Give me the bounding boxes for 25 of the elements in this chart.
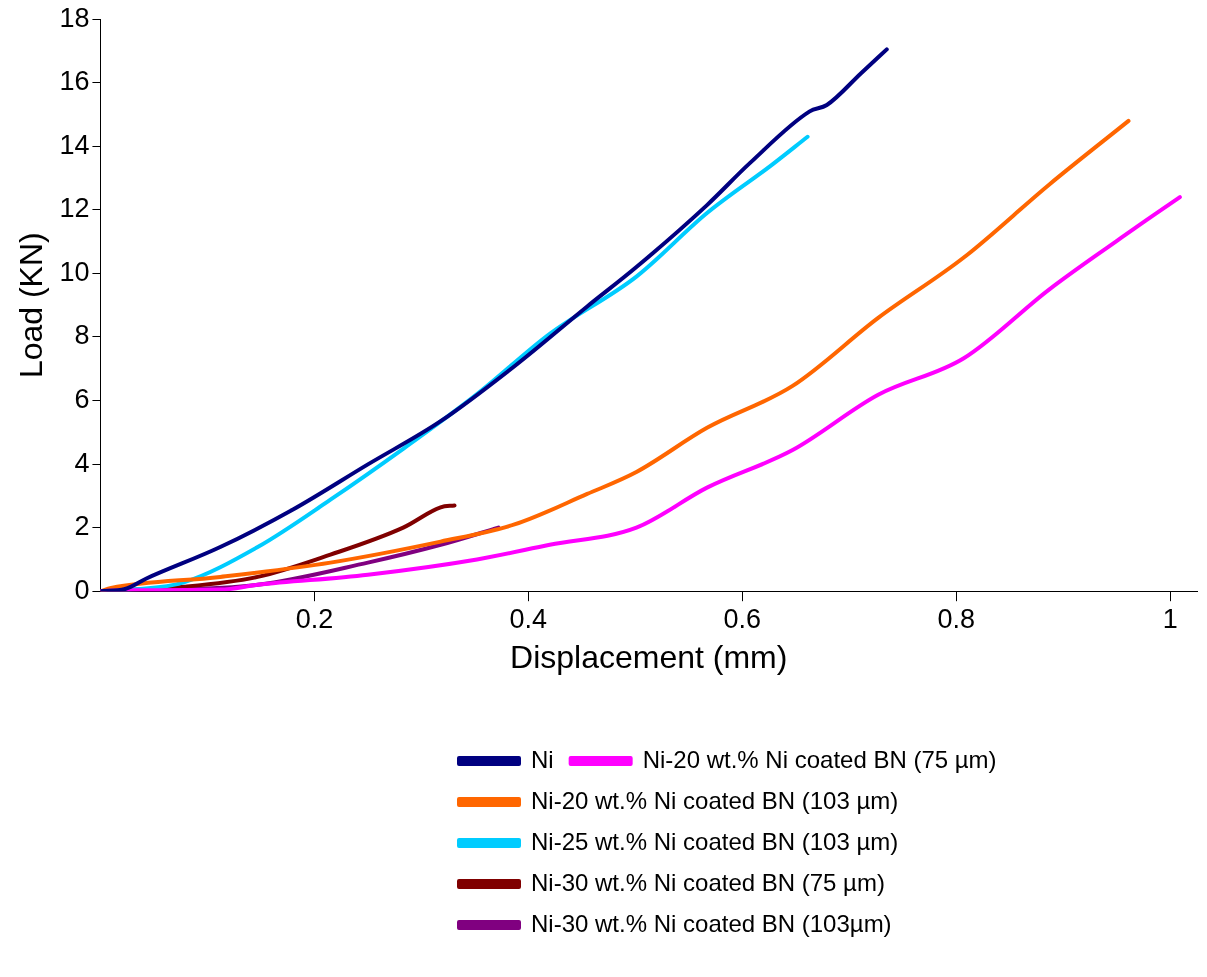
legend-label: Ni-30 wt.% Ni coated BN (103µm) [531, 909, 892, 937]
legend-label: Ni-25 wt.% Ni coated BN (103 µm) [531, 827, 899, 855]
y-tick-label: 0 [74, 574, 90, 605]
legend-label: Ni [531, 745, 554, 773]
y-tick-label: 14 [59, 129, 90, 160]
line-series [100, 118, 1131, 592]
x-tick-label: 0.2 [295, 603, 334, 634]
y-tick-label: 10 [59, 256, 90, 287]
x-tick-label: 0.8 [937, 603, 976, 634]
y-tick-label: 18 [59, 2, 90, 33]
legend-label: Ni-20 wt.% Ni coated BN (103 µm) [531, 786, 899, 814]
x-axis-title: Displacement (mm) [510, 638, 788, 675]
y-tick-label: 16 [59, 66, 90, 97]
legend-label: Ni-30 wt.% Ni coated BN (75 µm) [531, 868, 885, 896]
x-tick-label: 0.4 [509, 603, 548, 634]
x-tick-label: 1 [1162, 603, 1178, 634]
y-tick-label: 2 [74, 511, 90, 542]
legend-label: Ni-20 wt.% Ni coated BN (75 µm) [642, 745, 997, 773]
y-tick-label: 12 [59, 193, 90, 224]
line-series [100, 47, 889, 592]
y-tick-label: 4 [74, 447, 90, 478]
y-axis-title: Load (KN) [13, 232, 50, 379]
y-tick-label: 6 [74, 383, 90, 414]
y-tick-label: 8 [74, 320, 90, 351]
x-tick-label: 0.6 [723, 603, 762, 634]
